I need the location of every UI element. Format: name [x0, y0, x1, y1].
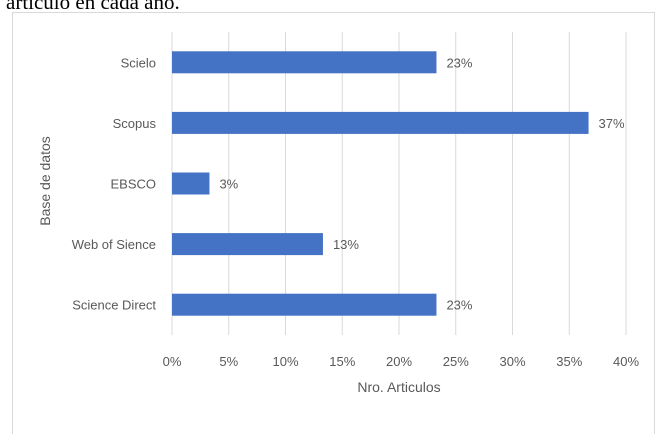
x-tick-labels: 0% 5% 10% 15% 20% 25% 30% 35% 40% [163, 354, 640, 369]
x-tick-label: 30% [499, 354, 525, 369]
data-labels: 23% 37% 3% 13% 23% [219, 55, 625, 312]
chart-frame [12, 12, 655, 434]
x-tick-label: 20% [386, 354, 412, 369]
x-tick-label: 15% [329, 354, 355, 369]
bar [172, 51, 437, 74]
x-tick-label: 25% [443, 354, 469, 369]
x-tick-label: 5% [219, 354, 238, 369]
category-label: Science Direct [72, 298, 156, 313]
x-tick-label: 35% [556, 354, 582, 369]
category-label: Scopus [113, 116, 157, 131]
bar [172, 172, 210, 195]
bars [172, 51, 589, 316]
bar [172, 233, 323, 256]
data-label: 23% [446, 55, 472, 70]
bar-chart: Scielo Scopus EBSCO Web of Sience Science Di… [37, 32, 640, 395]
category-label: Scielo [121, 55, 156, 70]
category-label: Web of Sience [72, 237, 156, 252]
data-label: 37% [599, 116, 625, 131]
data-label: 23% [446, 298, 472, 313]
category-labels: Scielo Scopus EBSCO Web of Sience Science Di… [72, 55, 157, 312]
category-label: EBSCO [110, 177, 156, 192]
data-label: 13% [333, 237, 359, 252]
x-tick-label: 40% [613, 354, 639, 369]
bar [172, 293, 437, 316]
gridlines [171, 32, 627, 335]
data-label: 3% [219, 177, 238, 192]
bar [172, 111, 589, 134]
y-axis-title: Base de datos [37, 136, 53, 226]
x-tick-label: 0% [163, 354, 182, 369]
x-tick-label: 10% [272, 354, 298, 369]
x-axis-title: Nro. Articulos [357, 379, 440, 395]
caption-fragment: artículo en cada año. [6, 0, 180, 14]
